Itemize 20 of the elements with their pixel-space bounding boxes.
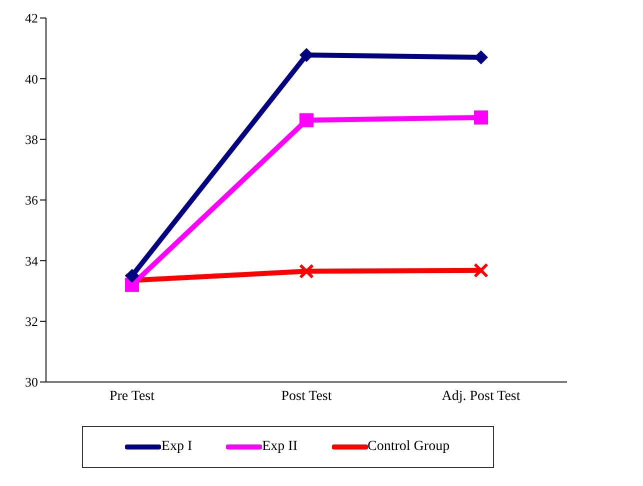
x-tick-label: Adj. Post Test — [442, 388, 520, 404]
y-tick-label: 40 — [25, 71, 38, 86]
point — [474, 50, 488, 64]
point — [474, 110, 488, 124]
legend-label: Control Group — [368, 439, 450, 455]
legend-label: Exp II — [262, 439, 298, 455]
point — [300, 48, 314, 62]
y-tick-label: 38 — [25, 132, 38, 147]
y-tick-label: 32 — [25, 314, 38, 329]
y-tick-label: 30 — [25, 374, 38, 390]
y-tick-label: 42 — [25, 10, 38, 26]
y-tick-label: 36 — [25, 192, 38, 208]
point — [300, 113, 314, 128]
legend-label: Exp I — [161, 439, 192, 455]
point — [474, 262, 488, 278]
y-tick-label: 34 — [25, 253, 38, 268]
x-tick-label: Pre Test — [109, 388, 155, 404]
point — [125, 268, 139, 283]
x-tick-label: Post Test — [281, 388, 332, 404]
point — [299, 264, 314, 279]
